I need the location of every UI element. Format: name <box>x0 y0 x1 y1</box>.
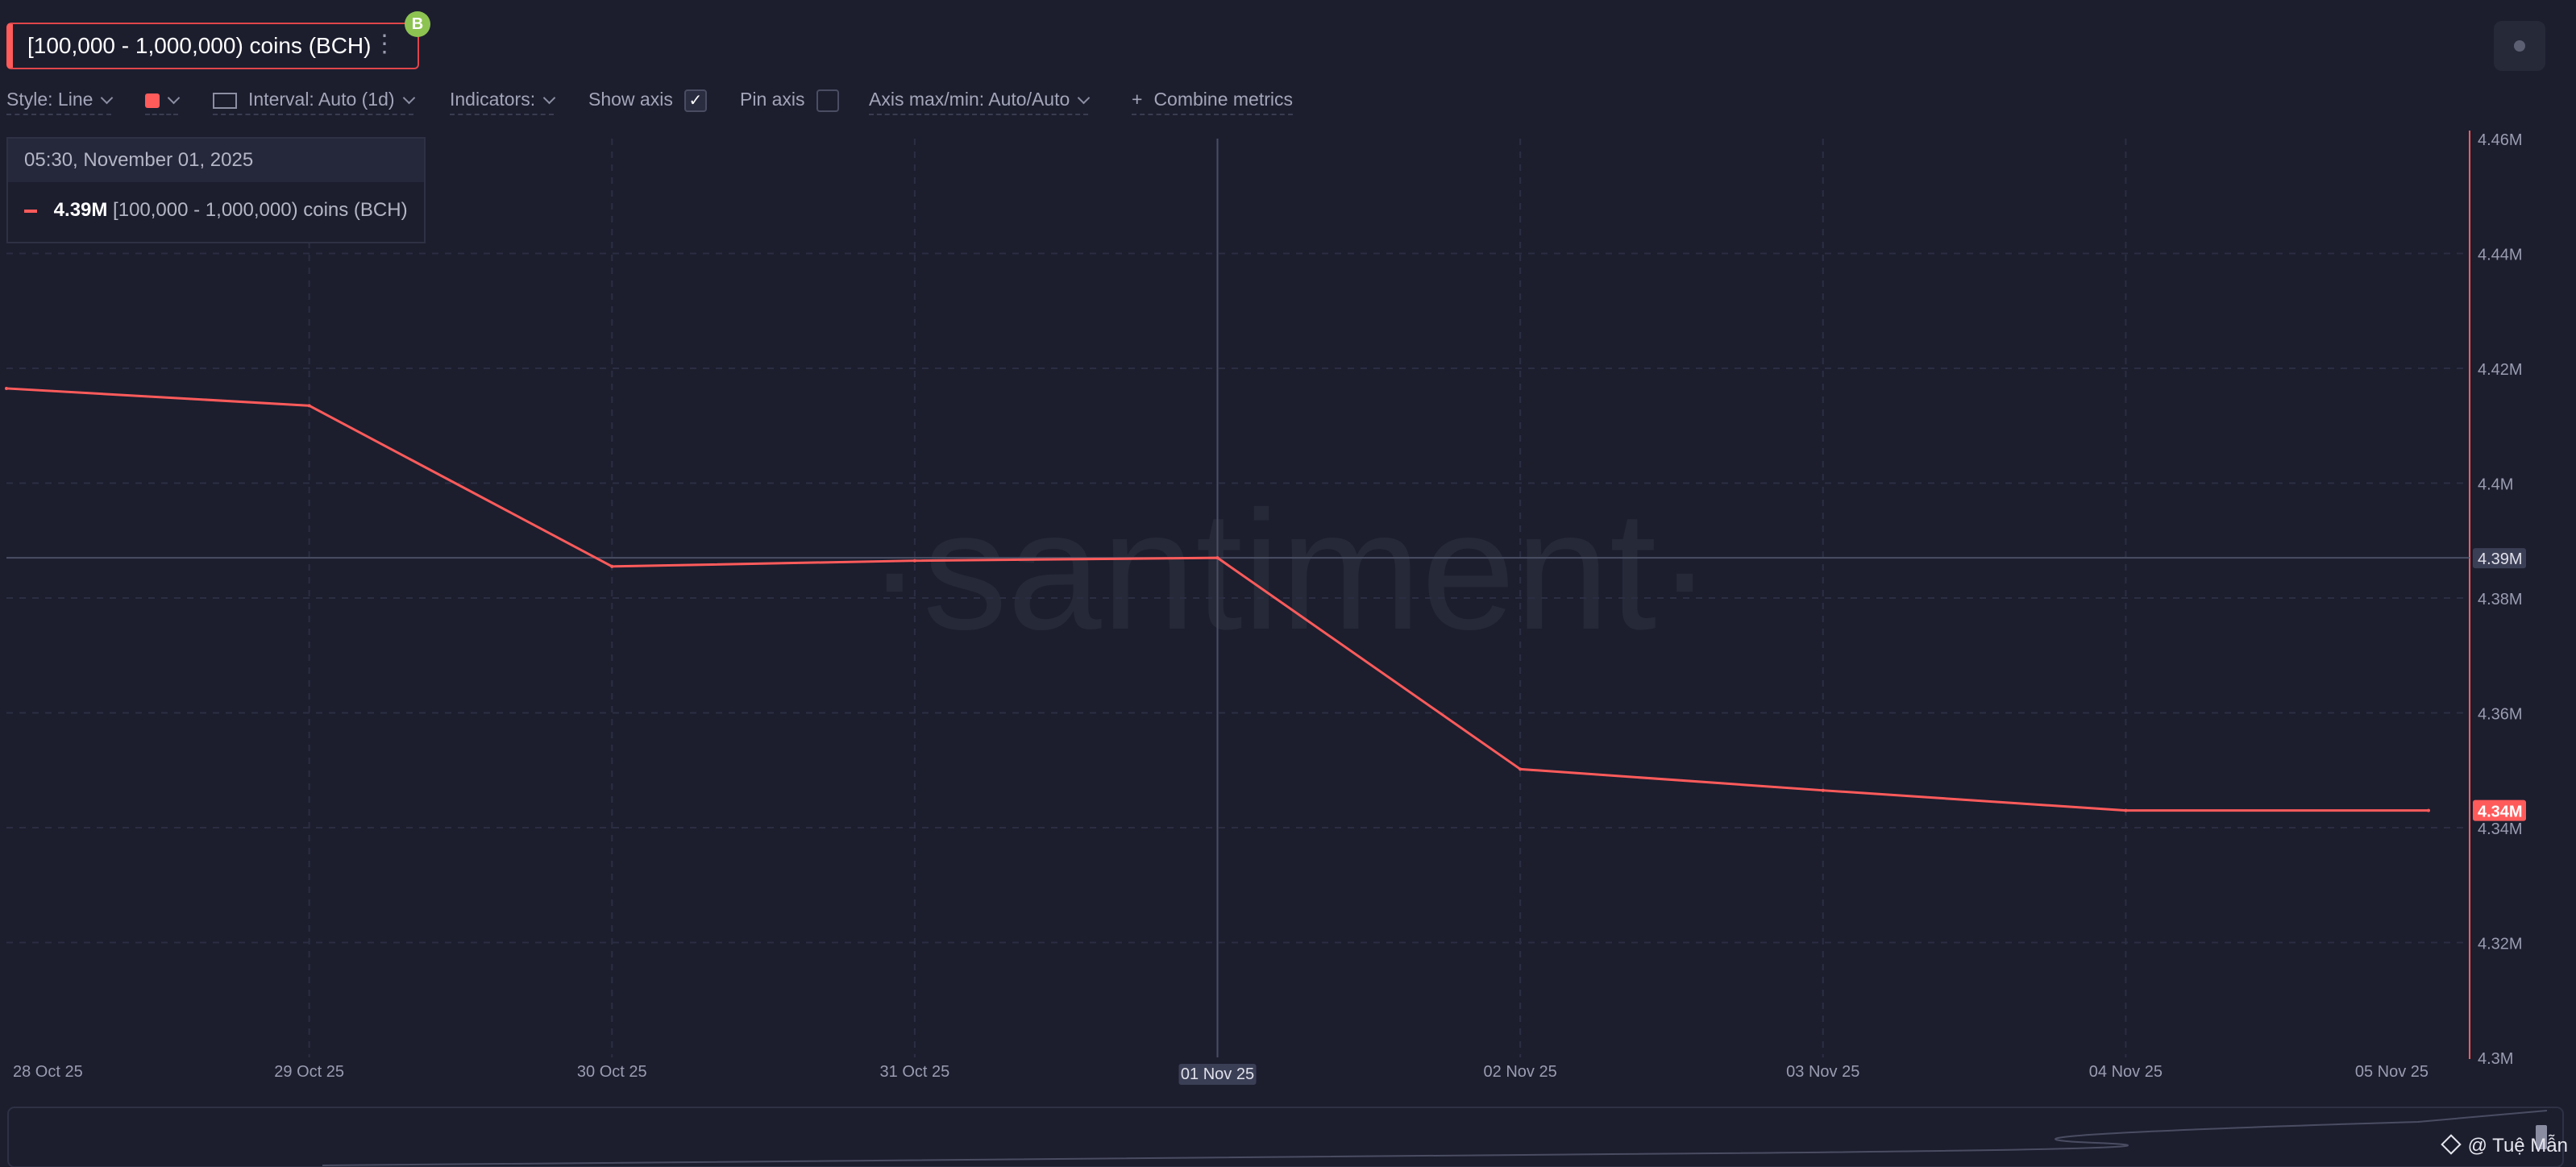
diamond-icon <box>2440 1134 2462 1155</box>
data-point <box>307 404 311 408</box>
navigator-frame <box>7 1107 2564 1167</box>
data-point <box>1519 767 1523 771</box>
style-dropdown[interactable]: Style: Line <box>6 89 114 115</box>
y-tick-label: 4.4M <box>2478 476 2513 494</box>
y-axis: 4.3M 4.32M 4.34M 4.36M 4.38M 4.4M 4.42M 4.44M 4.… <box>2469 131 2523 1068</box>
data-point <box>2124 808 2128 812</box>
data-point <box>1215 556 1219 560</box>
data-point <box>1821 788 1825 792</box>
last-value-label: 4.34M <box>2478 804 2523 821</box>
combine-metrics-button[interactable]: + Combine metrics <box>1132 89 1293 115</box>
data-point <box>912 559 916 563</box>
pin-axis-toggle[interactable]: Pin axis <box>740 89 839 115</box>
navigator[interactable] <box>7 1107 2564 1167</box>
x-tick-label: 05 Nov 25 <box>2355 1063 2429 1081</box>
y-tick-label: 4.44M <box>2478 247 2523 264</box>
show-axis-toggle[interactable]: Show axis ✓ <box>588 89 707 115</box>
grid <box>6 139 2469 1057</box>
y-tick-label: 4.46M <box>2478 131 2523 149</box>
pin-axis-checkbox[interactable] <box>816 89 839 112</box>
data-point <box>5 386 8 390</box>
color-picker[interactable] <box>145 89 181 115</box>
data-point <box>610 564 614 568</box>
x-tick-label: 31 Oct 25 <box>880 1063 950 1081</box>
x-tick-label: 29 Oct 25 <box>274 1063 344 1081</box>
x-tick-label: 02 Nov 25 <box>1484 1063 1557 1081</box>
show-axis-checkbox[interactable]: ✓ <box>683 89 707 112</box>
crosshair-x-label: 01 Nov 25 <box>1181 1065 1254 1083</box>
axis-maxmin-dropdown[interactable]: Axis max/min: Auto/Auto <box>869 89 1091 115</box>
credit: @ Tuệ Mẫn <box>2440 1134 2568 1157</box>
interval-dropdown[interactable]: Interval: Auto (1d) <box>213 89 415 115</box>
ruler-icon <box>213 92 237 109</box>
crosshair-y-label: 4.39M <box>2478 550 2523 568</box>
metric-chip[interactable]: [100,000 - 1,000,000) coins (BCH) ⋮ <box>6 23 419 69</box>
metric-label: [100,000 - 1,000,000) coins (BCH) <box>27 33 372 58</box>
navigator-series <box>322 1110 2548 1166</box>
y-tick-label: 4.34M <box>2478 820 2523 838</box>
series-group <box>5 386 2430 812</box>
dot-icon <box>2514 40 2525 52</box>
y-tick-label: 4.32M <box>2478 936 2523 953</box>
x-tick-label: 03 Nov 25 <box>1786 1063 1859 1081</box>
last-value-badge <box>2473 799 2526 821</box>
tooltip-series-name: [100,000 - 1,000,000) coins (BCH) <box>113 199 408 221</box>
indicators-dropdown[interactable]: Indicators: <box>450 89 556 115</box>
y-tick-label: 4.38M <box>2478 591 2523 608</box>
crosshair-y-badge <box>2473 548 2526 569</box>
santiment-watermark: ·santiment· <box>866 476 1713 665</box>
plus-icon: + <box>1132 89 1143 110</box>
y-tick-label: 4.36M <box>2478 706 2523 724</box>
tooltip-value: 4.39M <box>53 199 108 221</box>
x-tick-label: 28 Oct 25 <box>13 1063 83 1081</box>
x-tick-label: 04 Nov 25 <box>2089 1063 2163 1081</box>
color-swatch <box>145 93 160 108</box>
tooltip-date: 05:30, November 01, 2025 <box>8 139 424 182</box>
y-tick-label: 4.3M <box>2478 1050 2513 1068</box>
credit-text: @ Tuệ Mẫn <box>2467 1135 2568 1157</box>
hover-tooltip: 05:30, November 01, 2025 4.39M [100,000 … <box>6 137 426 243</box>
value-markers: 4.34M <box>2473 799 2526 821</box>
options-button[interactable] <box>2494 21 2545 71</box>
y-tick-label: 4.42M <box>2478 361 2523 379</box>
data-point <box>2427 808 2430 812</box>
bch-coin-icon: B <box>405 11 430 37</box>
tooltip-row: 4.39M [100,000 - 1,000,000) coins (BCH) <box>8 182 424 239</box>
crosshair: 01 Nov 25 4.39M <box>6 139 2526 1085</box>
crosshair-x-badge <box>1178 1064 1257 1085</box>
metric-menu-icon[interactable]: ⋮ <box>372 31 397 57</box>
series-dash-icon <box>24 209 37 213</box>
x-tick-label: 30 Oct 25 <box>577 1063 647 1081</box>
navigator-handle <box>2536 1125 2547 1149</box>
